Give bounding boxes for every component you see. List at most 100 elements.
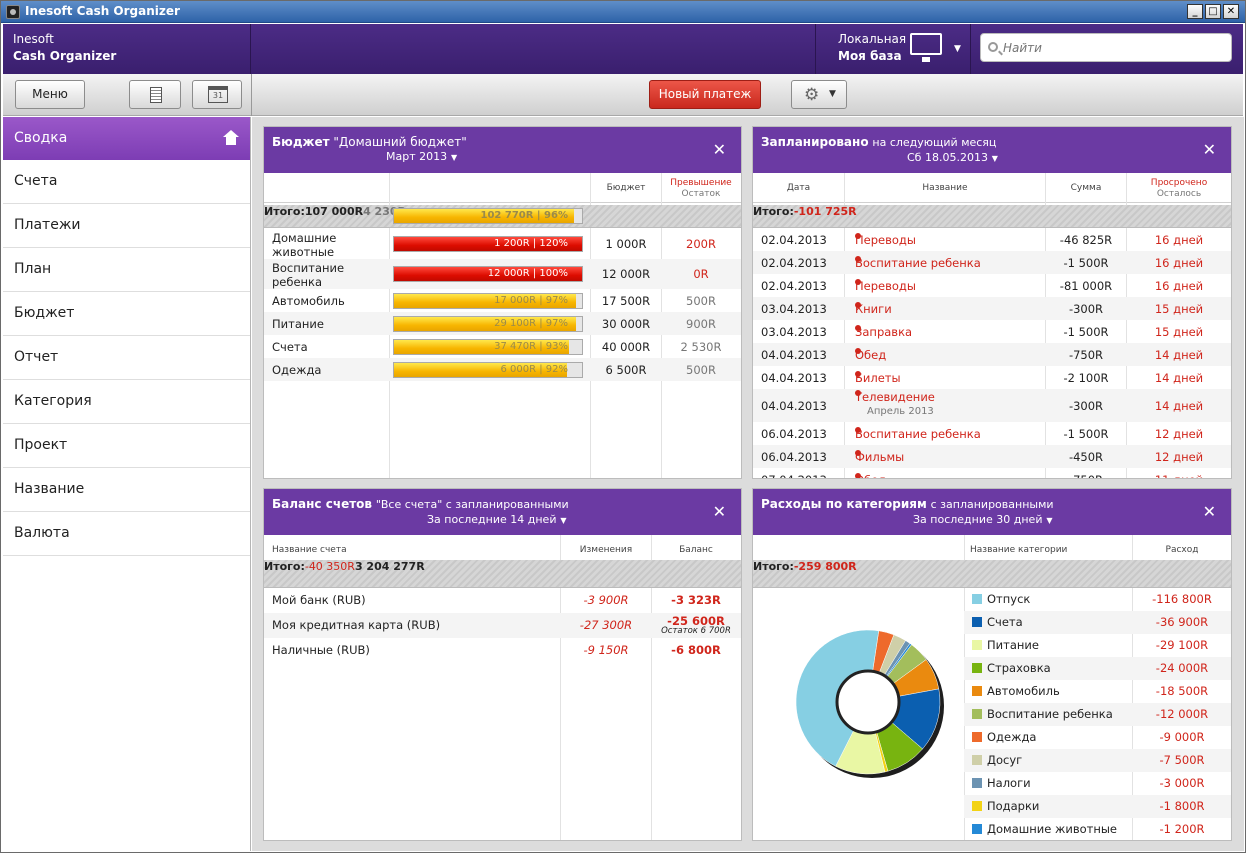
status-dot-icon [855, 255, 861, 262]
table-row[interactable]: 04.04.2013 Билеты -2 100R 14 дней [753, 366, 1231, 389]
close-icon[interactable]: ✕ [1202, 140, 1216, 159]
table-row[interactable]: 02.04.2013 Переводы -46 825R 16 дней [753, 228, 1231, 251]
panel-title-rest: "Домашний бюджет" [333, 135, 467, 149]
menu-button[interactable]: Меню [15, 80, 85, 109]
payment-name[interactable]: Воспитание ребенка [855, 255, 981, 270]
payment-name[interactable]: Переводы [855, 232, 916, 247]
new-payment-button[interactable]: Новый платеж [649, 80, 761, 109]
calculator-button[interactable] [129, 80, 181, 109]
close-icon[interactable]: ✕ [712, 140, 726, 159]
table-row[interactable]: Моя кредитная карта (RUB) -27 300R -25 600… [264, 613, 741, 638]
chevron-down-icon[interactable]: ▼ [450, 153, 458, 162]
payment-name[interactable]: Переводы [855, 278, 916, 293]
sidebar-item-budget[interactable]: Бюджет [3, 292, 250, 336]
remainder-amount: 0R [693, 267, 709, 281]
table-row[interactable]: 06.04.2013 Воспитание ребенка -1 500R 12 дн… [753, 422, 1231, 445]
sidebar-item-category[interactable]: Категория [3, 380, 250, 424]
column-header-change: Изменения [579, 545, 633, 555]
close-icon[interactable]: ✕ [712, 502, 726, 521]
close-icon[interactable]: ✕ [1202, 502, 1216, 521]
legend-row[interactable]: Досуг -7 500R [964, 749, 1231, 772]
table-row[interactable]: 02.04.2013 Переводы -81 000R 16 дней [753, 274, 1231, 297]
payment-name[interactable]: Книги [855, 301, 892, 316]
category-label: Автомобиль [272, 294, 345, 308]
sidebar-item-label: Отчет [14, 349, 59, 365]
period-selector[interactable]: За последние 30 дней [913, 513, 1043, 526]
sidebar-item-summary[interactable]: Сводка [3, 117, 250, 160]
payment-name[interactable]: Воспитание ребенка [855, 426, 981, 441]
payment-name[interactable]: Телевидение [855, 390, 935, 404]
sidebar-item-payments[interactable]: Платежи [3, 204, 250, 248]
days-left: 12 дней [1154, 449, 1204, 464]
panel-header: Бюджет "Домашний бюджет" Март 2013 ▼ ✕ [264, 127, 741, 173]
table-row[interactable]: 04.04.2013 Обед -750R 14 дней [753, 343, 1231, 366]
legend-row[interactable]: Счета -36 900R [964, 611, 1231, 634]
panel-title: Баланс счетов [272, 497, 372, 511]
payment-name[interactable]: Заправка [855, 324, 913, 339]
legend-row[interactable]: Питание -29 100R [964, 634, 1231, 657]
period-selector[interactable]: За последние 14 дней [427, 513, 557, 526]
days-left: 14 дней [1154, 370, 1204, 385]
payment-sum: -750R [1046, 473, 1126, 479]
home-icon[interactable] [223, 130, 239, 145]
period-selector[interactable]: Март 2013 [386, 150, 448, 163]
legend-swatch [972, 709, 982, 719]
legend-swatch [972, 663, 982, 673]
sidebar-item-plan[interactable]: План [3, 248, 250, 292]
close-icon[interactable]: ✕ [1223, 4, 1239, 19]
table-row[interactable]: 02.04.2013 Воспитание ребенка -1 500R 16 дн… [753, 251, 1231, 274]
table-row[interactable]: 07.04.2013 Обед -750R11 дней [753, 468, 1231, 479]
legend-row[interactable]: Страховка -24 000R [964, 657, 1231, 680]
period-selector[interactable]: Сб 18.05.2013 [907, 151, 988, 164]
table-row[interactable]: 03.04.2013 Заправка -1 500R 15 дней [753, 320, 1231, 343]
category-name: Отпуск [987, 592, 1031, 606]
table-row[interactable]: Наличные (RUB) -9 150R -6 800R [264, 638, 741, 663]
payment-sum: -2 100R [1063, 370, 1109, 385]
sidebar-item-payee[interactable]: Название [3, 468, 250, 512]
panel-title: Запланировано [761, 135, 869, 149]
legend-row[interactable]: Автомобиль -18 500R [964, 680, 1231, 703]
legend-row[interactable]: Воспитание ребенка -12 000R [964, 703, 1231, 726]
legend-row[interactable]: Домашние животные -1 200R [964, 818, 1231, 840]
payment-date: 03.04.2013 [761, 324, 827, 339]
chevron-down-icon[interactable]: ▼ [560, 516, 567, 525]
chevron-down-icon[interactable]: ▼ [991, 154, 998, 163]
column-header-budget: Бюджет [606, 183, 646, 193]
sidebar-item-project[interactable]: Проект [3, 424, 250, 468]
legend-row[interactable]: Одежда -9 000R [964, 726, 1231, 749]
budget-progress-bar: 17 000R | 97% [393, 292, 583, 309]
table-row[interactable]: 03.04.2013 Книги -300R 15 дней [753, 297, 1231, 320]
sidebar-item-accounts[interactable]: Счета [3, 160, 250, 204]
legend-swatch [972, 617, 982, 627]
column-divider [844, 173, 845, 478]
calendar-button[interactable]: 31 [192, 80, 242, 109]
table-row[interactable]: 06.04.2013 Фильмы -450R 12 дней [753, 445, 1231, 468]
legend-swatch [972, 801, 982, 811]
search-icon [988, 42, 998, 52]
sidebar-item-currency[interactable]: Валюта [3, 512, 250, 556]
payment-name[interactable]: Обед [855, 473, 886, 479]
category-amount: -116 800R [1152, 592, 1212, 606]
payment-name[interactable]: Обед [855, 347, 887, 362]
sidebar-item-report[interactable]: Отчет [3, 336, 250, 380]
budget-amount: 6 500R [605, 362, 647, 377]
toolbar-divider [251, 74, 252, 116]
days-left: 16 дней [1154, 278, 1204, 293]
column-header-over: Превышение [670, 178, 732, 188]
table-row[interactable]: 04.04.2013 Телевидение Апрель 2013 -300R 14 … [753, 389, 1231, 422]
legend-row[interactable]: Отпуск -116 800R [964, 588, 1231, 611]
minimize-icon[interactable]: _ [1187, 4, 1203, 19]
legend-row[interactable]: Подарки -1 800R [964, 795, 1231, 818]
payment-name[interactable]: Билеты [855, 370, 901, 385]
table-row[interactable]: Мой банк (RUB) -3 900R -3 323R [264, 588, 741, 613]
payment-name[interactable]: Фильмы [855, 449, 905, 464]
legend-row[interactable]: Налоги -3 000R [964, 772, 1231, 795]
search-input[interactable] [1003, 38, 1223, 58]
settings-button[interactable]: ⚙ ▼ [791, 80, 847, 109]
maximize-icon[interactable]: □ [1205, 4, 1221, 19]
total-row: Итого:-259 800R [753, 560, 1231, 588]
database-selector[interactable]: Локальная Моя база ▼ [815, 24, 971, 74]
category-name: Досуг [987, 753, 1023, 767]
category-label: Домашние животные [272, 231, 337, 259]
chevron-down-icon[interactable]: ▼ [1046, 516, 1053, 525]
